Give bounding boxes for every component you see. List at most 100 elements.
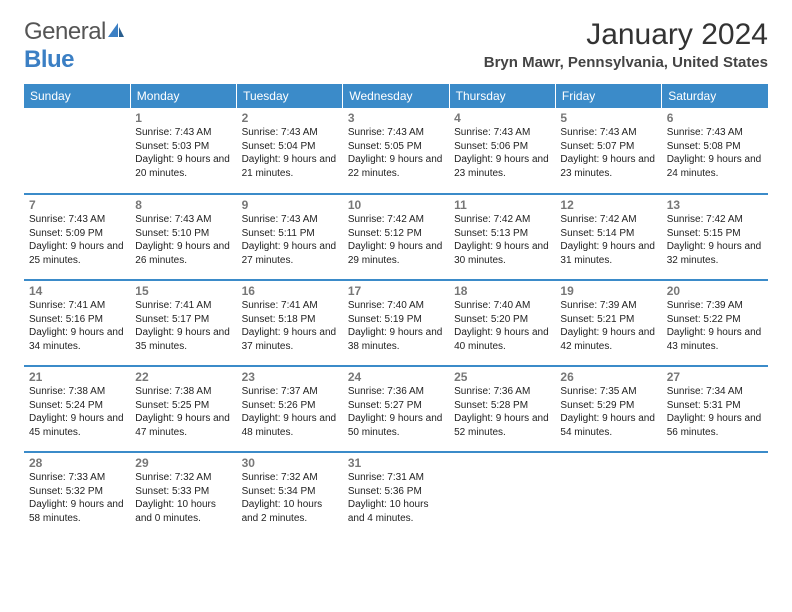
day-info: Sunrise: 7:41 AMSunset: 5:17 PMDaylight:… — [135, 299, 231, 353]
day-number: 23 — [242, 370, 338, 384]
calendar-day: 1Sunrise: 7:43 AMSunset: 5:03 PMDaylight… — [130, 108, 236, 194]
calendar-empty — [662, 452, 768, 538]
day-number: 29 — [135, 456, 231, 470]
day-number: 31 — [348, 456, 444, 470]
day-number: 30 — [242, 456, 338, 470]
day-number: 14 — [29, 284, 125, 298]
weekday-header: Monday — [130, 84, 236, 108]
calendar-day: 18Sunrise: 7:40 AMSunset: 5:20 PMDayligh… — [449, 280, 555, 366]
calendar-empty — [555, 452, 661, 538]
day-info: Sunrise: 7:43 AMSunset: 5:09 PMDaylight:… — [29, 213, 125, 267]
day-info: Sunrise: 7:31 AMSunset: 5:36 PMDaylight:… — [348, 471, 444, 525]
day-info: Sunrise: 7:43 AMSunset: 5:08 PMDaylight:… — [667, 126, 763, 180]
weekday-header: Tuesday — [237, 84, 343, 108]
day-info: Sunrise: 7:34 AMSunset: 5:31 PMDaylight:… — [667, 385, 763, 439]
calendar-day: 30Sunrise: 7:32 AMSunset: 5:34 PMDayligh… — [237, 452, 343, 538]
month-title: January 2024 — [484, 18, 768, 52]
weekday-header: Thursday — [449, 84, 555, 108]
calendar-day: 31Sunrise: 7:31 AMSunset: 5:36 PMDayligh… — [343, 452, 449, 538]
header-row: GeneralBlue January 2024 Bryn Mawr, Penn… — [24, 18, 768, 74]
day-info: Sunrise: 7:38 AMSunset: 5:24 PMDaylight:… — [29, 385, 125, 439]
day-number: 25 — [454, 370, 550, 384]
brand-text: GeneralBlue — [24, 18, 126, 74]
calendar-day: 27Sunrise: 7:34 AMSunset: 5:31 PMDayligh… — [662, 366, 768, 452]
day-info: Sunrise: 7:43 AMSunset: 5:10 PMDaylight:… — [135, 213, 231, 267]
day-info: Sunrise: 7:43 AMSunset: 5:11 PMDaylight:… — [242, 213, 338, 267]
calendar-day: 19Sunrise: 7:39 AMSunset: 5:21 PMDayligh… — [555, 280, 661, 366]
day-info: Sunrise: 7:40 AMSunset: 5:20 PMDaylight:… — [454, 299, 550, 353]
calendar-day: 11Sunrise: 7:42 AMSunset: 5:13 PMDayligh… — [449, 194, 555, 280]
calendar-table: SundayMondayTuesdayWednesdayThursdayFrid… — [24, 84, 768, 538]
calendar-body: 1Sunrise: 7:43 AMSunset: 5:03 PMDaylight… — [24, 108, 768, 538]
day-number: 19 — [560, 284, 656, 298]
calendar-week: 7Sunrise: 7:43 AMSunset: 5:09 PMDaylight… — [24, 194, 768, 280]
weekday-header: Saturday — [662, 84, 768, 108]
day-number: 2 — [242, 111, 338, 125]
day-number: 10 — [348, 198, 444, 212]
day-info: Sunrise: 7:43 AMSunset: 5:05 PMDaylight:… — [348, 126, 444, 180]
weekday-header: Wednesday — [343, 84, 449, 108]
day-info: Sunrise: 7:43 AMSunset: 5:07 PMDaylight:… — [560, 126, 656, 180]
calendar-day: 2Sunrise: 7:43 AMSunset: 5:04 PMDaylight… — [237, 108, 343, 194]
calendar-empty — [449, 452, 555, 538]
calendar-day: 24Sunrise: 7:36 AMSunset: 5:27 PMDayligh… — [343, 366, 449, 452]
day-info: Sunrise: 7:42 AMSunset: 5:13 PMDaylight:… — [454, 213, 550, 267]
day-info: Sunrise: 7:39 AMSunset: 5:21 PMDaylight:… — [560, 299, 656, 353]
calendar-empty — [24, 108, 130, 194]
calendar-day: 21Sunrise: 7:38 AMSunset: 5:24 PMDayligh… — [24, 366, 130, 452]
calendar-day: 17Sunrise: 7:40 AMSunset: 5:19 PMDayligh… — [343, 280, 449, 366]
day-info: Sunrise: 7:35 AMSunset: 5:29 PMDaylight:… — [560, 385, 656, 439]
day-info: Sunrise: 7:43 AMSunset: 5:03 PMDaylight:… — [135, 126, 231, 180]
calendar-day: 8Sunrise: 7:43 AMSunset: 5:10 PMDaylight… — [130, 194, 236, 280]
calendar-day: 29Sunrise: 7:32 AMSunset: 5:33 PMDayligh… — [130, 452, 236, 538]
calendar-week: 14Sunrise: 7:41 AMSunset: 5:16 PMDayligh… — [24, 280, 768, 366]
day-info: Sunrise: 7:32 AMSunset: 5:33 PMDaylight:… — [135, 471, 231, 525]
day-info: Sunrise: 7:39 AMSunset: 5:22 PMDaylight:… — [667, 299, 763, 353]
weekday-header: Friday — [555, 84, 661, 108]
day-number: 16 — [242, 284, 338, 298]
calendar-day: 7Sunrise: 7:43 AMSunset: 5:09 PMDaylight… — [24, 194, 130, 280]
day-info: Sunrise: 7:43 AMSunset: 5:04 PMDaylight:… — [242, 126, 338, 180]
calendar-day: 10Sunrise: 7:42 AMSunset: 5:12 PMDayligh… — [343, 194, 449, 280]
day-info: Sunrise: 7:42 AMSunset: 5:12 PMDaylight:… — [348, 213, 444, 267]
day-number: 8 — [135, 198, 231, 212]
day-number: 18 — [454, 284, 550, 298]
day-info: Sunrise: 7:42 AMSunset: 5:15 PMDaylight:… — [667, 213, 763, 267]
calendar-day: 15Sunrise: 7:41 AMSunset: 5:17 PMDayligh… — [130, 280, 236, 366]
day-number: 21 — [29, 370, 125, 384]
calendar-day: 25Sunrise: 7:36 AMSunset: 5:28 PMDayligh… — [449, 366, 555, 452]
brand-logo: GeneralBlue — [24, 18, 126, 74]
calendar-day: 23Sunrise: 7:37 AMSunset: 5:26 PMDayligh… — [237, 366, 343, 452]
day-number: 9 — [242, 198, 338, 212]
day-info: Sunrise: 7:32 AMSunset: 5:34 PMDaylight:… — [242, 471, 338, 525]
day-number: 13 — [667, 198, 763, 212]
calendar-day: 5Sunrise: 7:43 AMSunset: 5:07 PMDaylight… — [555, 108, 661, 194]
day-info: Sunrise: 7:33 AMSunset: 5:32 PMDaylight:… — [29, 471, 125, 525]
calendar-day: 14Sunrise: 7:41 AMSunset: 5:16 PMDayligh… — [24, 280, 130, 366]
day-info: Sunrise: 7:43 AMSunset: 5:06 PMDaylight:… — [454, 126, 550, 180]
day-number: 5 — [560, 111, 656, 125]
calendar-day: 6Sunrise: 7:43 AMSunset: 5:08 PMDaylight… — [662, 108, 768, 194]
day-number: 27 — [667, 370, 763, 384]
calendar-day: 13Sunrise: 7:42 AMSunset: 5:15 PMDayligh… — [662, 194, 768, 280]
calendar-week: 28Sunrise: 7:33 AMSunset: 5:32 PMDayligh… — [24, 452, 768, 538]
day-number: 6 — [667, 111, 763, 125]
day-number: 15 — [135, 284, 231, 298]
calendar-week: 21Sunrise: 7:38 AMSunset: 5:24 PMDayligh… — [24, 366, 768, 452]
brand-part2: Blue — [24, 46, 74, 73]
day-info: Sunrise: 7:36 AMSunset: 5:27 PMDaylight:… — [348, 385, 444, 439]
day-number: 7 — [29, 198, 125, 212]
calendar-day: 4Sunrise: 7:43 AMSunset: 5:06 PMDaylight… — [449, 108, 555, 194]
weekday-header: Sunday — [24, 84, 130, 108]
calendar-day: 28Sunrise: 7:33 AMSunset: 5:32 PMDayligh… — [24, 452, 130, 538]
location-text: Bryn Mawr, Pennsylvania, United States — [484, 54, 768, 71]
day-number: 20 — [667, 284, 763, 298]
day-info: Sunrise: 7:36 AMSunset: 5:28 PMDaylight:… — [454, 385, 550, 439]
title-block: January 2024 Bryn Mawr, Pennsylvania, Un… — [484, 18, 768, 71]
day-number: 28 — [29, 456, 125, 470]
day-info: Sunrise: 7:41 AMSunset: 5:16 PMDaylight:… — [29, 299, 125, 353]
calendar-day: 22Sunrise: 7:38 AMSunset: 5:25 PMDayligh… — [130, 366, 236, 452]
calendar-day: 12Sunrise: 7:42 AMSunset: 5:14 PMDayligh… — [555, 194, 661, 280]
calendar-head: SundayMondayTuesdayWednesdayThursdayFrid… — [24, 84, 768, 108]
calendar-day: 16Sunrise: 7:41 AMSunset: 5:18 PMDayligh… — [237, 280, 343, 366]
